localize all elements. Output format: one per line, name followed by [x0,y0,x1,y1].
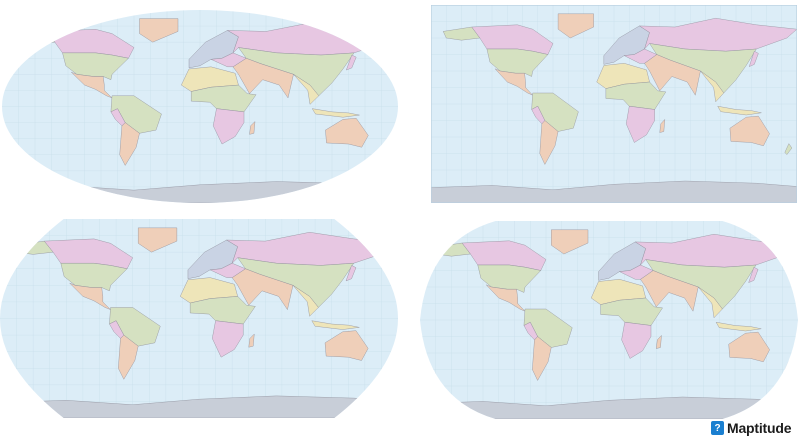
map-robinson [420,221,798,419]
world-layer [0,219,398,418]
map-frame [431,5,797,203]
map-winkel [0,219,398,418]
logo-text: Maptitude [727,420,792,436]
map-rectangular [431,5,797,203]
maptitude-logo: ? Maptitude [711,420,792,436]
map-mollweide [2,10,398,203]
world-layer [420,221,798,419]
world-layer [2,10,398,203]
world-layer [431,5,797,203]
maptitude-head-icon: ? [711,421,724,435]
